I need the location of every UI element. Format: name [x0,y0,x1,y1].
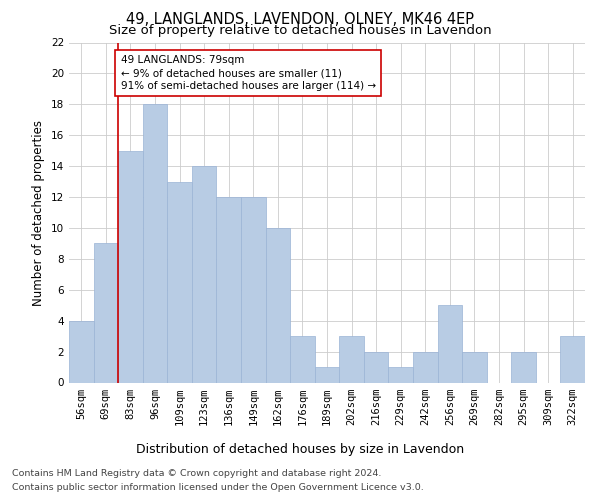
Bar [290,336,315,382]
Bar [462,352,487,382]
Bar [339,336,364,382]
Bar [560,336,585,382]
Bar [94,244,118,382]
Text: Size of property relative to detached houses in Lavendon: Size of property relative to detached ho… [109,24,491,37]
Bar [388,367,413,382]
Text: 49, LANGLANDS, LAVENDON, OLNEY, MK46 4EP: 49, LANGLANDS, LAVENDON, OLNEY, MK46 4EP [126,12,474,28]
Bar [437,305,462,382]
Bar [167,182,192,382]
Bar [511,352,536,382]
Text: Contains public sector information licensed under the Open Government Licence v3: Contains public sector information licen… [12,484,424,492]
Bar [413,352,437,382]
Bar [143,104,167,382]
Bar [315,367,339,382]
Bar [69,320,94,382]
Y-axis label: Number of detached properties: Number of detached properties [32,120,46,306]
Text: Distribution of detached houses by size in Lavendon: Distribution of detached houses by size … [136,442,464,456]
Bar [241,197,266,382]
Bar [266,228,290,382]
Bar [217,197,241,382]
Bar [364,352,388,382]
Text: 49 LANGLANDS: 79sqm
← 9% of detached houses are smaller (11)
91% of semi-detache: 49 LANGLANDS: 79sqm ← 9% of detached hou… [121,55,376,92]
Bar [118,150,143,382]
Text: Contains HM Land Registry data © Crown copyright and database right 2024.: Contains HM Land Registry data © Crown c… [12,468,382,477]
Bar [192,166,217,382]
